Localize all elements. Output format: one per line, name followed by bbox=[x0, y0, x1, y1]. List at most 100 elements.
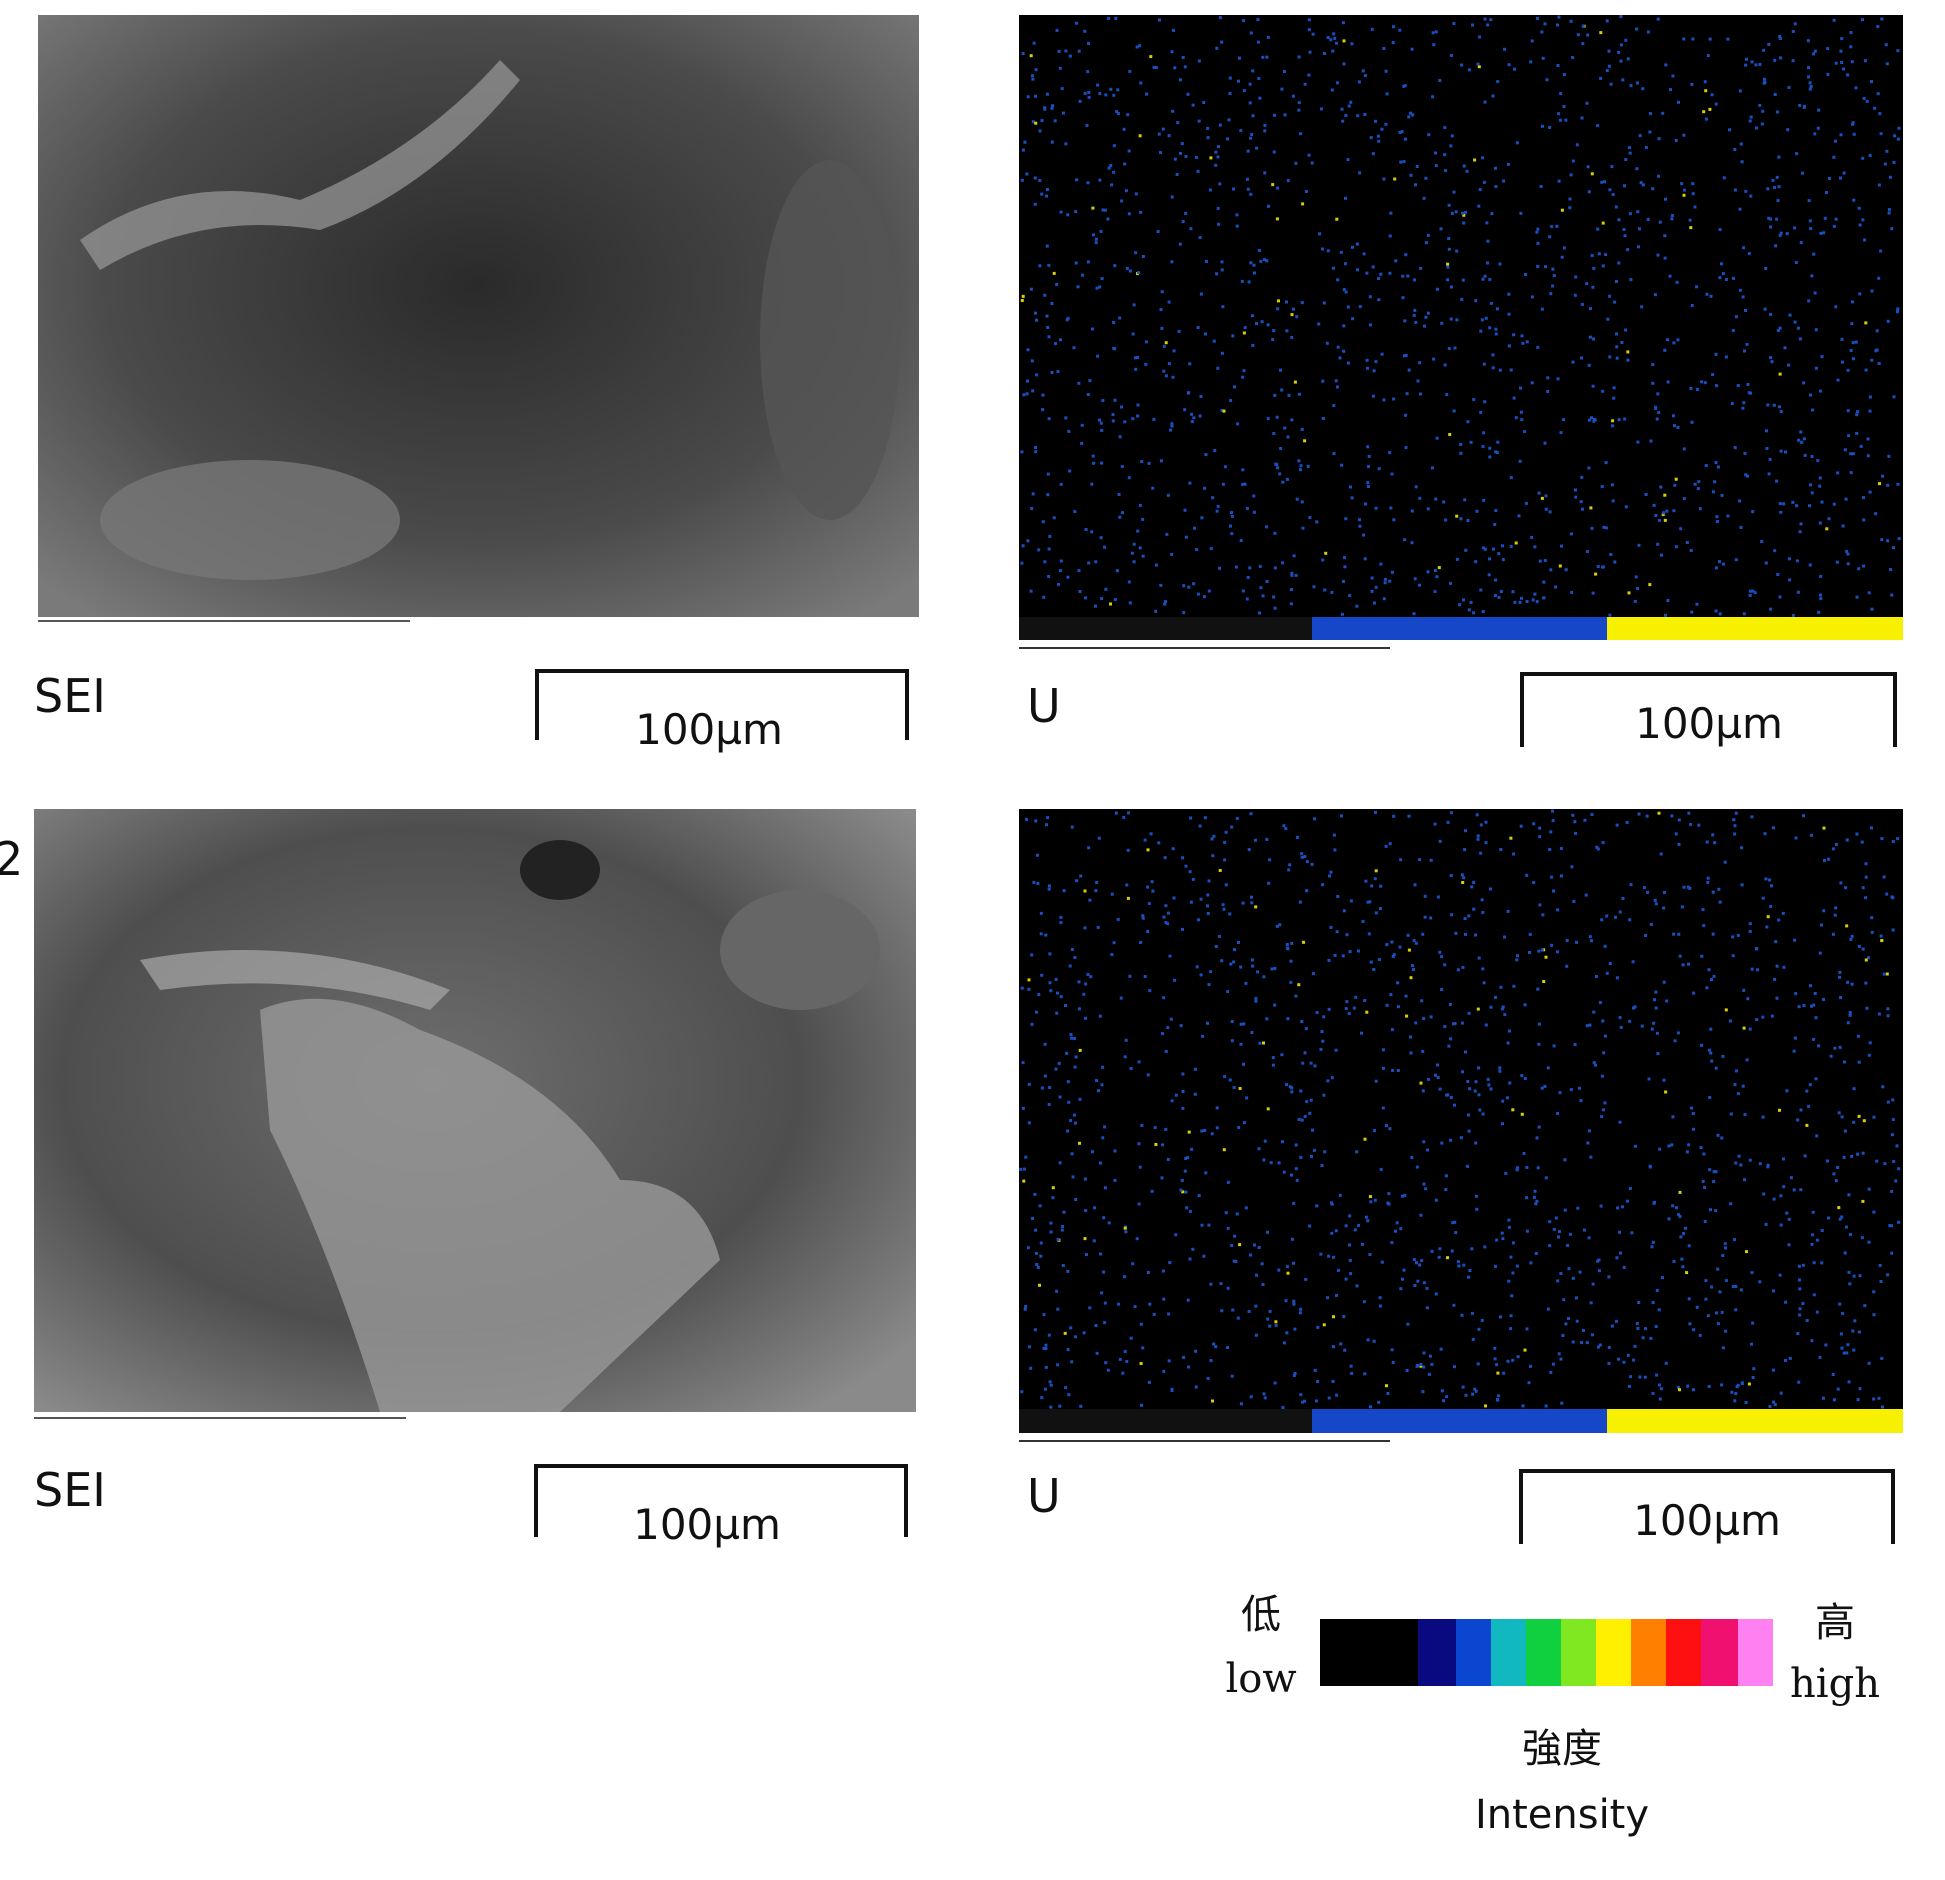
eds-dot bbox=[1361, 919, 1365, 923]
eds-dot bbox=[1819, 597, 1823, 601]
eds-dot bbox=[1519, 211, 1523, 215]
eds-dot bbox=[1122, 815, 1126, 819]
eds-dot bbox=[1258, 564, 1262, 568]
eds-dot bbox=[1551, 819, 1555, 823]
eds-dot bbox=[1450, 134, 1454, 138]
eds-dot bbox=[1066, 1080, 1070, 1084]
eds-dot bbox=[1554, 1216, 1558, 1220]
eds-dot bbox=[1452, 190, 1456, 194]
eds-dot bbox=[1651, 1301, 1655, 1305]
eds-dot bbox=[1224, 883, 1228, 887]
eds-dot bbox=[1792, 1188, 1796, 1192]
eds-dot bbox=[1390, 1348, 1394, 1352]
eds-dot bbox=[1481, 277, 1485, 281]
eds-dot bbox=[1791, 59, 1795, 63]
eds-dot bbox=[1292, 554, 1296, 558]
eds-dot bbox=[1049, 1221, 1053, 1225]
eds-dot bbox=[1230, 1020, 1234, 1023]
eds-dot bbox=[1624, 38, 1628, 42]
eds-dot bbox=[1100, 277, 1104, 281]
eds-dot bbox=[1419, 1363, 1423, 1366]
eds-dot bbox=[1124, 1230, 1128, 1234]
eds-dot bbox=[1100, 1291, 1104, 1295]
scale-label: 100µm bbox=[635, 705, 783, 754]
eds-dot bbox=[1089, 975, 1093, 979]
eds-dot bbox=[1166, 493, 1170, 497]
eds-dot bbox=[1073, 1121, 1077, 1125]
eds-dot bbox=[1701, 1179, 1705, 1183]
eds-dot bbox=[1146, 848, 1150, 852]
eds-dot bbox=[1240, 279, 1244, 283]
eds-dot bbox=[1875, 329, 1879, 333]
eds-dot bbox=[1082, 1331, 1086, 1335]
eds-dot bbox=[1739, 142, 1743, 146]
eds-dot bbox=[1111, 419, 1115, 423]
eds-dot bbox=[1023, 140, 1027, 144]
eds-dot bbox=[1083, 926, 1087, 930]
eds-dot bbox=[1387, 1192, 1391, 1196]
eds-dot bbox=[1894, 1179, 1898, 1183]
eds-dot bbox=[1589, 506, 1593, 510]
eds-dot bbox=[1720, 1383, 1724, 1387]
legend-high-ja: 高 bbox=[1815, 1600, 1855, 1646]
eds-dot bbox=[1563, 73, 1566, 77]
eds-dot bbox=[1885, 62, 1889, 66]
eds-dot bbox=[1236, 1316, 1240, 1320]
eds-dot bbox=[1516, 1166, 1520, 1170]
eds-dot bbox=[1263, 123, 1267, 127]
eds-dot bbox=[1616, 1206, 1620, 1210]
eds-dot bbox=[1048, 952, 1052, 956]
eds-dot bbox=[1506, 1359, 1510, 1363]
eds-dot bbox=[1220, 408, 1224, 412]
eds-dot bbox=[1106, 217, 1110, 221]
eds-dot bbox=[1761, 1015, 1765, 1019]
eds-dot bbox=[1366, 1219, 1370, 1223]
eds-dot bbox=[1377, 467, 1381, 471]
eds-dot bbox=[1540, 307, 1544, 311]
eds-dot bbox=[1478, 188, 1482, 191]
eds-dot bbox=[1570, 590, 1574, 594]
eds-dot bbox=[1656, 17, 1660, 21]
eds-dot bbox=[1373, 1129, 1377, 1133]
eds-dot bbox=[1708, 107, 1712, 111]
eds-dot bbox=[1582, 1329, 1585, 1332]
eds-dot bbox=[1634, 575, 1638, 579]
eds-dot bbox=[1490, 212, 1494, 216]
eds-dot bbox=[1461, 965, 1465, 969]
eds-dot bbox=[1307, 28, 1311, 32]
eds-dot bbox=[1593, 418, 1597, 422]
eds-dot bbox=[1608, 613, 1612, 617]
eds-dot bbox=[1245, 1096, 1249, 1100]
eds-dot bbox=[1226, 1286, 1230, 1290]
eds-dot bbox=[1862, 518, 1866, 522]
eds-dot bbox=[1733, 832, 1737, 836]
eds-dot bbox=[1587, 363, 1591, 367]
eds-dot bbox=[1091, 454, 1095, 458]
eds-dot bbox=[1247, 280, 1251, 284]
eds-dot bbox=[1050, 106, 1054, 110]
eds-dot bbox=[1596, 1345, 1600, 1349]
eds-dot bbox=[1462, 164, 1466, 168]
eds-dot bbox=[1809, 984, 1812, 988]
eds-dot bbox=[1045, 823, 1048, 827]
eds-dot bbox=[1850, 982, 1854, 986]
eds-dot bbox=[1470, 1247, 1474, 1251]
eds-dot bbox=[1481, 910, 1485, 914]
eds-dot bbox=[1449, 54, 1453, 57]
eds-dot bbox=[1807, 75, 1810, 79]
eds-dot bbox=[1413, 308, 1417, 312]
eds-dot bbox=[1483, 1245, 1487, 1249]
eds-dot bbox=[1758, 1162, 1762, 1166]
eds-dot bbox=[1021, 294, 1025, 298]
eds-dot bbox=[1388, 234, 1392, 238]
eds-dot bbox=[1748, 594, 1752, 597]
eds-dot bbox=[1419, 1364, 1423, 1368]
eds-dot bbox=[1030, 359, 1034, 363]
eds-dot bbox=[1438, 950, 1442, 954]
eds-dot bbox=[1412, 612, 1416, 616]
eds-dot bbox=[1571, 813, 1575, 817]
eds-dot bbox=[1040, 119, 1044, 123]
eds-dot bbox=[1690, 1106, 1693, 1110]
eds-dot bbox=[1600, 1115, 1604, 1119]
eds-dot bbox=[1743, 451, 1747, 455]
